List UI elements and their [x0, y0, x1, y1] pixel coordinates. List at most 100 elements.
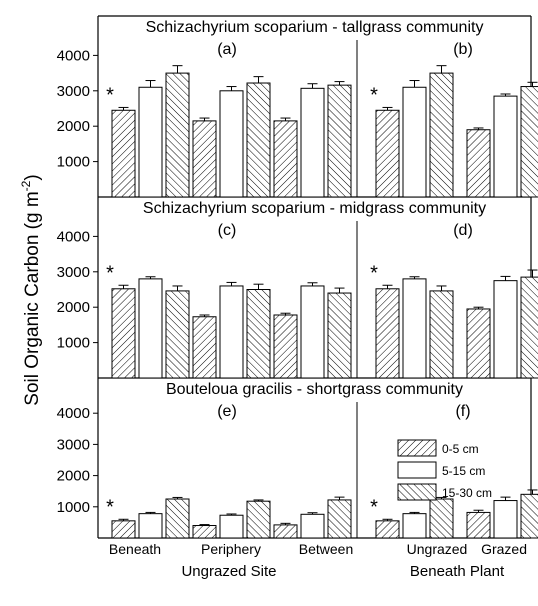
bar	[402, 513, 427, 539]
significance-star: *	[370, 262, 378, 284]
y-tick-label: 2000	[57, 468, 90, 485]
bar	[402, 86, 427, 198]
bar	[493, 95, 518, 198]
bar	[375, 109, 400, 198]
chart-row-2: 1000 2000 3000 4000 Schizachyrium scoparium …	[57, 197, 538, 379]
bar	[327, 499, 352, 539]
y-axis-title: Soil Organic Carbon (g m-2)	[19, 174, 43, 405]
bar	[165, 72, 190, 198]
bar	[219, 514, 244, 539]
legend-label-5-15cm: 5-15 cm	[442, 464, 485, 478]
bar	[219, 285, 244, 379]
significance-star: *	[106, 262, 114, 284]
legend-swatch-0-5cm	[397, 439, 437, 457]
panel-e: (e) *	[106, 403, 352, 539]
bar	[520, 86, 538, 198]
y-axis-title-exponent: -2	[19, 180, 33, 191]
y-tick-label: 3000	[57, 436, 90, 453]
row-title: Schizachyrium scoparium - tallgrass comm…	[146, 19, 484, 36]
significance-star: *	[106, 84, 114, 106]
bar	[165, 290, 190, 379]
bar	[111, 109, 136, 198]
legend-label-0-5cm: 0-5 cm	[442, 442, 479, 456]
group-label-grazed: Grazed	[481, 541, 527, 557]
panel-label: (d)	[453, 222, 473, 239]
bar	[493, 280, 518, 379]
bar	[219, 90, 244, 198]
bar	[327, 292, 352, 379]
bar	[192, 525, 217, 539]
bar	[273, 314, 298, 379]
bar	[246, 82, 271, 198]
bar	[520, 493, 538, 539]
bar	[493, 500, 518, 539]
legend-swatch-5-15cm	[397, 461, 437, 479]
significance-star: *	[370, 496, 378, 518]
legend-swatch-15-30cm	[397, 483, 437, 501]
bar	[246, 500, 271, 539]
bar	[192, 316, 217, 379]
bar	[192, 120, 217, 198]
chart-rows: 1000 2000 3000 4000 Schizachyrium scoparium …	[57, 15, 538, 539]
bar	[111, 288, 136, 379]
y-tick-label: 4000	[57, 405, 90, 422]
chart-row-1: 1000 2000 3000 4000 Schizachyrium scoparium …	[57, 15, 538, 198]
group-label-beneath: Beneath	[109, 541, 161, 557]
section-label-beneath-plant: Beneath Plant	[410, 563, 505, 580]
bar	[273, 524, 298, 539]
bar	[429, 498, 454, 539]
bar	[466, 511, 491, 539]
svg-text:Soil Organic Carbon (g m-2): Soil Organic Carbon (g m-2)	[19, 174, 43, 405]
panel-b: (b) *	[370, 41, 538, 198]
panel-a: (a) *	[106, 41, 352, 198]
panel-d: (d) *	[370, 222, 538, 379]
bar	[300, 87, 325, 198]
bar	[138, 278, 163, 379]
bar	[300, 285, 325, 379]
y-tick-label: 3000	[57, 264, 90, 281]
chart-row-3: 1000 2000 3000 4000 Bouteloua gracilis - sho…	[57, 378, 538, 539]
bar	[429, 290, 454, 379]
y-tick-label: 3000	[57, 83, 90, 100]
panel-label: (f)	[455, 403, 470, 420]
bar	[138, 513, 163, 539]
bar	[327, 84, 352, 198]
bar	[111, 520, 136, 539]
panel-label: (e)	[217, 403, 237, 420]
bar	[165, 498, 190, 539]
bar	[300, 513, 325, 539]
y-axis-title-close: )	[22, 174, 43, 180]
bar	[466, 129, 491, 198]
bar	[273, 120, 298, 198]
bar	[520, 276, 538, 379]
bar	[402, 278, 427, 379]
y-tick-label: 1000	[57, 335, 90, 352]
y-tick-label: 1000	[57, 154, 90, 171]
significance-star: *	[106, 496, 114, 518]
panel-label: (a)	[217, 41, 237, 58]
bar	[375, 520, 400, 539]
bar	[375, 288, 400, 379]
group-label-between: Between	[299, 541, 353, 557]
x-axis-group-labels: Beneath Periphery Between Ungrazed Graze…	[109, 541, 527, 580]
group-label-ungrazed: Ungrazed	[407, 541, 468, 557]
section-label-ungrazed-site: Ungrazed Site	[181, 563, 276, 580]
bar	[466, 308, 491, 379]
y-tick-label: 2000	[57, 118, 90, 135]
group-label-periphery: Periphery	[201, 541, 261, 557]
y-tick-label: 4000	[57, 228, 90, 245]
significance-star: *	[370, 84, 378, 106]
panel-label: (c)	[218, 222, 237, 239]
legend-label-15-30cm: 15-30 cm	[442, 486, 492, 500]
y-tick-label: 2000	[57, 299, 90, 316]
y-tick-label: 1000	[57, 499, 90, 516]
panel-c: (c) *	[106, 222, 352, 379]
bar	[429, 72, 454, 198]
panel-label: (b)	[453, 41, 473, 58]
y-tick-label: 4000	[57, 47, 90, 64]
bar	[138, 86, 163, 198]
bar	[246, 289, 271, 379]
panel-f: (f)**	[370, 403, 538, 539]
y-axis-title-text: Soil Organic Carbon (g m	[22, 191, 43, 405]
